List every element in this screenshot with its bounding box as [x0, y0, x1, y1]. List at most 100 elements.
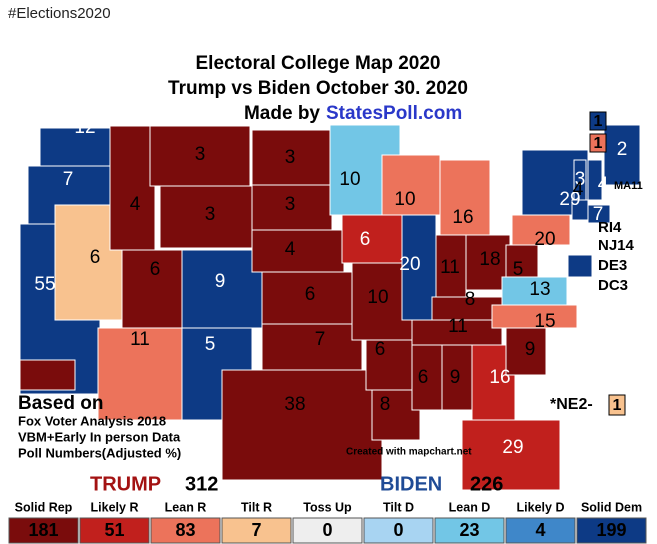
- state-ev-label: 6: [305, 284, 316, 305]
- legend-value: 181: [28, 520, 58, 540]
- legend-value: 0: [322, 520, 332, 540]
- biden-name: BIDEN: [380, 473, 442, 495]
- state: [159, 185, 253, 249]
- note-line: Fox Voter Analysis 2018: [18, 413, 166, 428]
- legend-label: Tilt D: [383, 500, 414, 514]
- legend-value: 4: [535, 520, 545, 540]
- trump-name: TRUMP: [90, 473, 161, 495]
- state-ev-label: 5: [513, 259, 524, 280]
- state: [587, 159, 603, 201]
- state: [435, 234, 467, 298]
- side-label: RI4: [598, 219, 622, 236]
- state: [19, 359, 76, 391]
- made-by: Made by: [244, 103, 320, 124]
- hashtag: #Elections2020: [8, 5, 111, 22]
- state-ev-label: 16: [489, 367, 510, 388]
- state-ev-label: 4: [573, 179, 584, 200]
- ne2-label: *NE2-: [550, 396, 593, 413]
- state-ev-label: 2: [617, 139, 628, 160]
- state-ev-label: 11: [448, 316, 468, 337]
- state-ev-label: 4: [598, 174, 609, 195]
- state: [567, 254, 593, 278]
- legend-label: Tilt R: [241, 500, 272, 514]
- state-ev-label: 12: [74, 117, 95, 138]
- state-ev-label: 11: [130, 329, 150, 350]
- state-ev-label: 6: [375, 339, 386, 360]
- legend-label: Toss Up: [303, 500, 352, 514]
- district-box: [589, 111, 607, 131]
- state-ev-label: 7: [315, 329, 326, 350]
- brand: StatesPoll.com: [326, 103, 462, 124]
- state: [181, 249, 263, 329]
- ne2-box: [608, 394, 626, 416]
- state-ev-label: 9: [450, 367, 461, 388]
- state: [439, 159, 491, 236]
- state: [441, 344, 473, 411]
- title: Electoral College Map 2020: [196, 53, 441, 74]
- legend-cell: [221, 517, 292, 544]
- state-ev-label: 10: [339, 169, 360, 190]
- state: [341, 214, 403, 264]
- state-ev-label: 6: [150, 259, 161, 280]
- state: [505, 244, 539, 278]
- state-ev-label: 10: [394, 189, 415, 210]
- legend-cell: [79, 517, 150, 544]
- legend-value: 7: [251, 520, 261, 540]
- state-ev-label: 13: [529, 279, 550, 300]
- side-label: DC3: [598, 277, 628, 294]
- district-box: [589, 133, 607, 153]
- legend-cell: [505, 517, 576, 544]
- state-ev-label: 3: [285, 194, 296, 215]
- state: [461, 419, 561, 491]
- state: [39, 127, 119, 169]
- state-ev-label: 8: [465, 289, 476, 310]
- side-label: DE3: [598, 257, 627, 274]
- state-ev-label: 6: [360, 229, 371, 250]
- state-ev-label: 29: [559, 189, 580, 210]
- state: [511, 214, 571, 246]
- state-ev-label: 7: [593, 204, 604, 225]
- state: [109, 125, 156, 251]
- state-ev-label: 16: [452, 207, 473, 228]
- legend-cell: [576, 517, 647, 544]
- legend-value: 83: [175, 520, 195, 540]
- state-ev-label: 29: [502, 437, 523, 458]
- state-ev-label: 20: [399, 254, 420, 275]
- legend-cell: [434, 517, 505, 544]
- state: [411, 319, 503, 346]
- note-line: VBM+Early In person Data: [18, 429, 181, 444]
- legend-cell: [292, 517, 363, 544]
- side-label: NJ14: [598, 237, 635, 254]
- state: [149, 125, 251, 187]
- state: [221, 369, 383, 481]
- state-ev-label: 18: [479, 249, 500, 270]
- state: [501, 276, 568, 306]
- state-ev-label: 6: [418, 367, 429, 388]
- state-ev-label: 55: [34, 274, 55, 295]
- state-ev-label: 15: [534, 311, 555, 332]
- note-line: Poll Numbers(Adjusted %): [18, 445, 181, 460]
- legend-cell: [363, 517, 434, 544]
- state-ev-label: 4: [285, 239, 296, 260]
- legend-label: Likely D: [517, 500, 565, 514]
- legend-value: 51: [104, 520, 124, 540]
- state: [401, 214, 437, 321]
- legend-value: 0: [393, 520, 403, 540]
- legend-label: Lean R: [165, 500, 207, 514]
- state: [97, 327, 183, 421]
- legend-cell: [8, 517, 79, 544]
- state-ev-label: 20: [534, 229, 555, 250]
- state-ev-label: 8: [380, 394, 391, 415]
- state: [381, 154, 441, 216]
- state-ev-label: 3: [575, 169, 586, 190]
- district-label: 1: [594, 113, 603, 130]
- state: [603, 124, 641, 186]
- side-label: MA11: [614, 180, 643, 192]
- state-ev-label: 9: [525, 339, 536, 360]
- state-ev-label: 3: [205, 204, 216, 225]
- state-ev-label: 6: [90, 247, 101, 268]
- state-ev-label: 3: [285, 147, 296, 168]
- state-ev-label: 5: [205, 334, 216, 355]
- state-ev-label: 3: [195, 144, 206, 165]
- legend-value: 199: [596, 520, 626, 540]
